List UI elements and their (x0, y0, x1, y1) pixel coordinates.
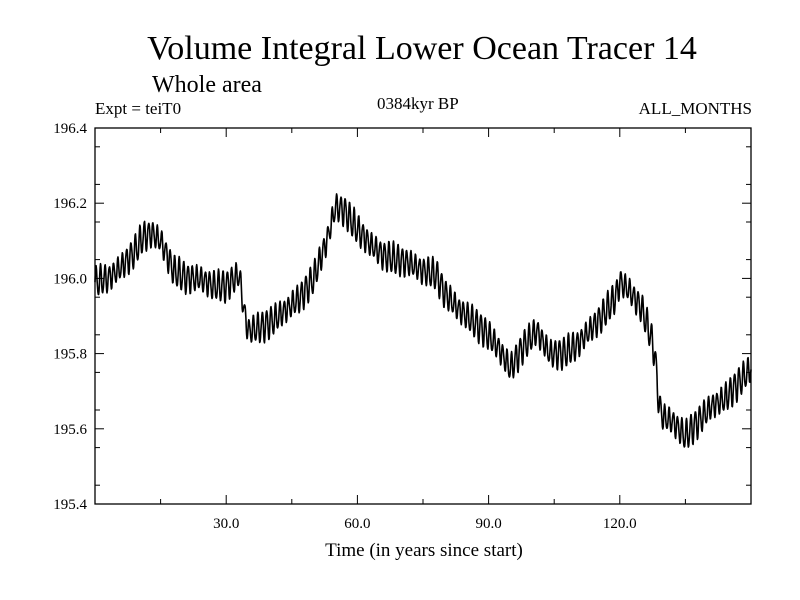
plot-frame (94, 127, 752, 505)
x-tick-label: 30.0 (213, 516, 239, 532)
chart-title: Volume Integral Lower Ocean Tracer 14 (147, 30, 697, 67)
y-tick-label: 196.4 (53, 121, 87, 137)
y-tick-label: 195.4 (53, 497, 87, 513)
y-tick-label: 196.2 (53, 196, 87, 212)
y-tick-label: 195.8 (53, 347, 87, 363)
series-line (94, 193, 752, 448)
experiment-label: Expt = teiT0 (95, 99, 182, 118)
period-label: 0384kyr BP (377, 94, 459, 113)
y-tick-label: 195.6 (53, 422, 87, 438)
x-tick-label: 60.0 (344, 516, 370, 532)
x-axis-title: Time (in years since start) (325, 540, 523, 561)
months-label: ALL_MONTHS (638, 99, 752, 118)
y-tick-label: 196.0 (53, 271, 87, 287)
chart-subtitle: Whole area (152, 72, 262, 98)
x-tick-label: 90.0 (475, 516, 501, 532)
x-tick-label: 120.0 (603, 516, 637, 532)
